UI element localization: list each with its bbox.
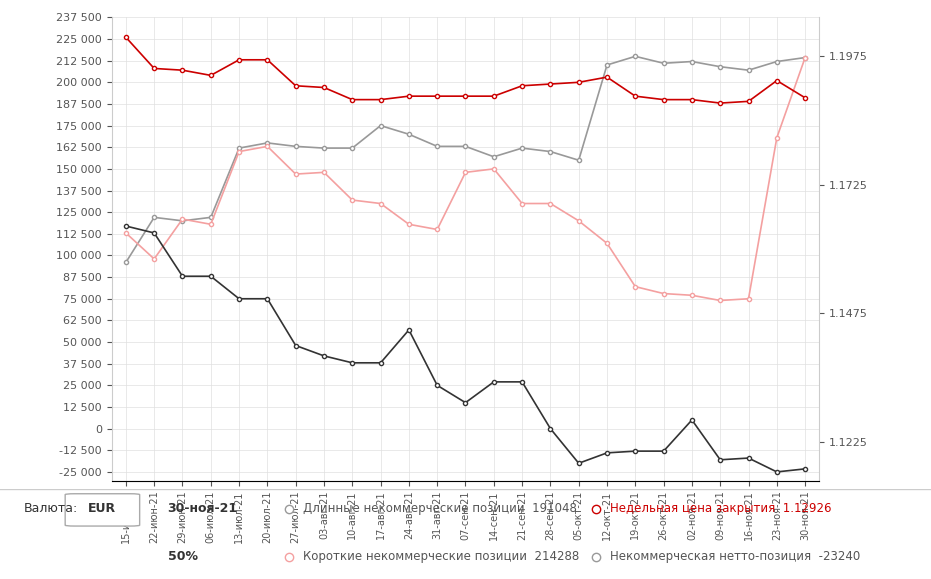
Text: Короткие некоммерческие позиции  214288: Короткие некоммерческие позиции 214288 <box>303 550 579 563</box>
Text: 30-ноя-21: 30-ноя-21 <box>168 503 237 515</box>
Text: Недельная цена закрытия  1.12926: Недельная цена закрытия 1.12926 <box>610 503 831 515</box>
Text: EUR: EUR <box>88 503 116 515</box>
Text: Instant Forex Trading: Instant Forex Trading <box>29 559 101 565</box>
Text: 50%: 50% <box>168 550 197 563</box>
Text: Некоммерческая нетто-позиция  -23240: Некоммерческая нетто-позиция -23240 <box>610 550 860 563</box>
FancyBboxPatch shape <box>65 494 140 526</box>
Text: Длинные некоммерческие позиции  191048: Длинные некоммерческие позиции 191048 <box>303 503 576 515</box>
Text: instaforex: instaforex <box>34 529 97 539</box>
Text: Валюта:: Валюта: <box>23 503 77 515</box>
